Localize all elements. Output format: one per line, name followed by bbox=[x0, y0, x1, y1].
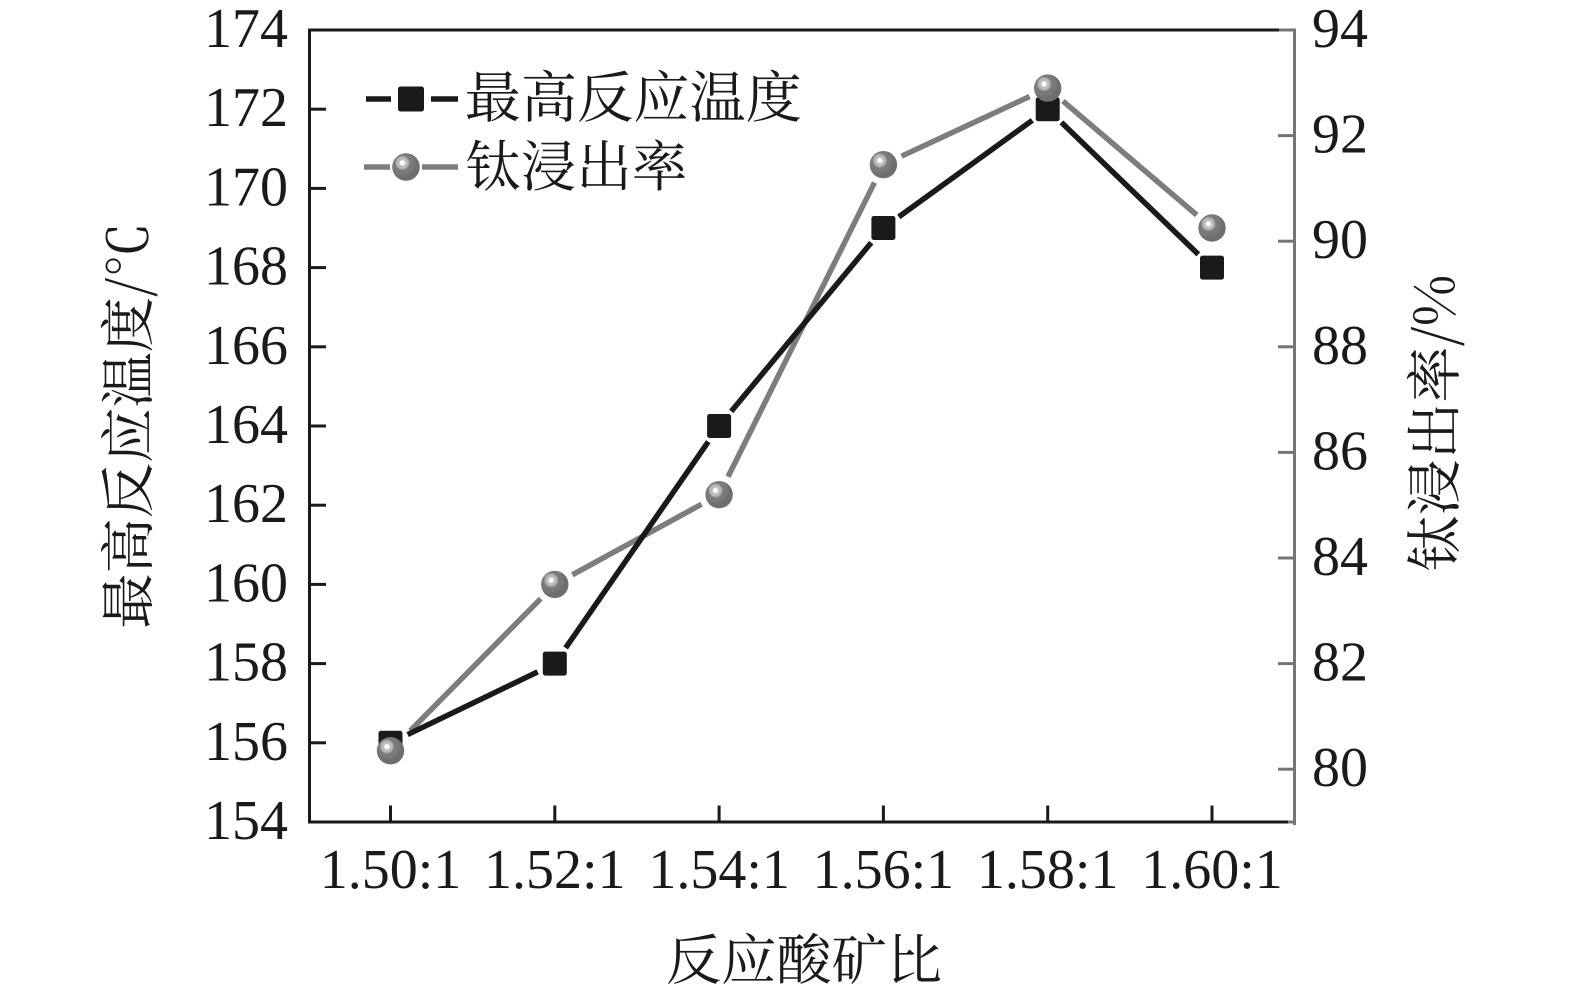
svg-text:1.58:1: 1.58:1 bbox=[977, 839, 1119, 901]
svg-text:1.50:1: 1.50:1 bbox=[320, 839, 462, 901]
svg-text:168: 168 bbox=[204, 236, 288, 298]
svg-text:84: 84 bbox=[1312, 526, 1368, 588]
svg-text:160: 160 bbox=[204, 552, 288, 614]
svg-text:1.54:1: 1.54:1 bbox=[648, 839, 790, 901]
svg-text:174: 174 bbox=[204, 0, 288, 60]
svg-text:92: 92 bbox=[1312, 104, 1368, 166]
svg-text:170: 170 bbox=[204, 156, 288, 218]
svg-text:164: 164 bbox=[204, 394, 288, 456]
svg-text:94: 94 bbox=[1312, 0, 1368, 60]
svg-text:162: 162 bbox=[204, 473, 288, 535]
svg-text:86: 86 bbox=[1312, 420, 1368, 482]
svg-text:90: 90 bbox=[1312, 209, 1368, 271]
svg-text:166: 166 bbox=[204, 315, 288, 377]
svg-text:172: 172 bbox=[204, 77, 288, 139]
svg-text:80: 80 bbox=[1312, 737, 1368, 799]
svg-text:158: 158 bbox=[204, 632, 288, 694]
svg-text:154: 154 bbox=[204, 790, 288, 852]
svg-text:1.52:1: 1.52:1 bbox=[484, 839, 626, 901]
svg-text:1.60:1: 1.60:1 bbox=[1141, 839, 1283, 901]
svg-text:88: 88 bbox=[1312, 315, 1368, 377]
svg-text:82: 82 bbox=[1312, 632, 1368, 694]
svg-text:1.56:1: 1.56:1 bbox=[813, 839, 955, 901]
svg-text:156: 156 bbox=[204, 711, 288, 773]
